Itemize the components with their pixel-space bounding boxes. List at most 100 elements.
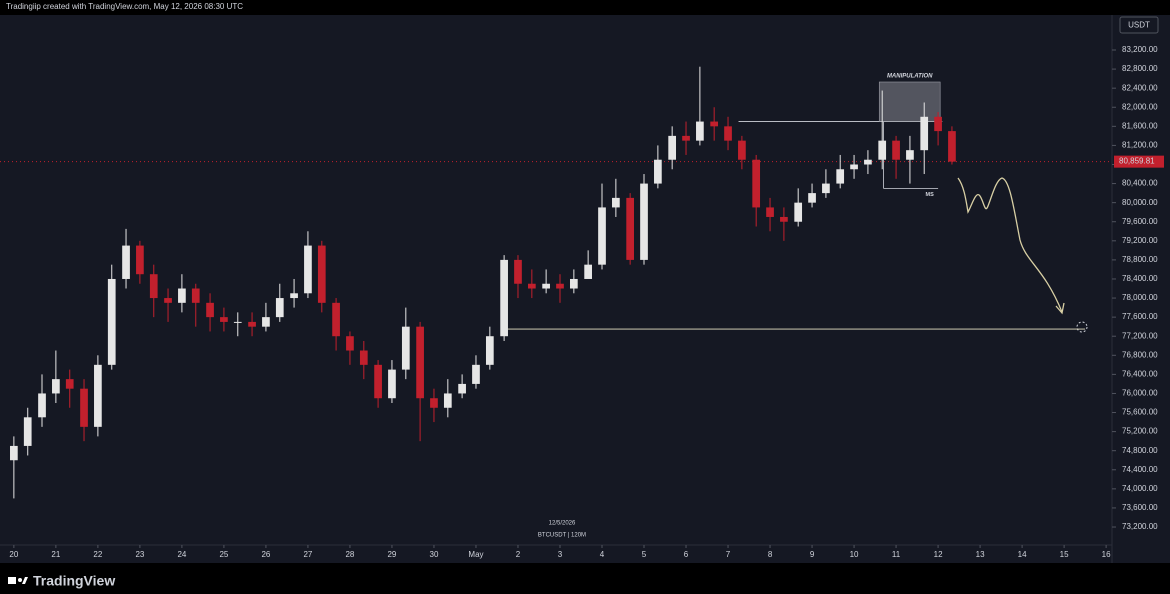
chart-pane	[0, 15, 1170, 563]
y-tick-label: 78,000.00	[1122, 293, 1158, 302]
candle-body	[164, 298, 172, 303]
candle-body	[388, 369, 396, 399]
y-tick-label: 73,600.00	[1122, 503, 1158, 512]
x-tick-label: 23	[135, 550, 144, 559]
plot: MANIPULATION MS	[0, 66, 1112, 499]
candle-body	[290, 293, 298, 299]
y-tick-label: 82,000.00	[1122, 102, 1158, 111]
y-tick-label: 80,000.00	[1122, 198, 1158, 207]
candle-body	[766, 207, 774, 217]
candle-body	[682, 135, 690, 141]
x-tick-label: 27	[303, 550, 312, 559]
candle-body	[612, 197, 620, 208]
watermark-date: 12/5/2026	[549, 521, 576, 527]
y-tick-label: 77,200.00	[1122, 331, 1158, 340]
x-tick-label: 24	[177, 550, 186, 559]
last-price-tag	[1114, 155, 1164, 168]
candle-body	[317, 245, 326, 303]
candle-body	[906, 150, 914, 160]
x-tick-label: 21	[51, 550, 60, 559]
y-tick-label: 76,400.00	[1122, 369, 1158, 378]
candle-body	[80, 388, 88, 427]
candle-body	[65, 379, 74, 389]
candle-body	[359, 350, 368, 365]
candle-body	[640, 183, 648, 260]
x-tick-label: 20	[9, 550, 18, 559]
x-tick-label: 2	[516, 550, 521, 559]
candle-body	[668, 135, 677, 160]
candle-body	[430, 398, 438, 408]
x-tick-label: 25	[219, 550, 228, 559]
currency[interactable]: USDT	[1128, 21, 1150, 30]
candle-body	[122, 245, 130, 279]
y-tick-label: 79,600.00	[1122, 217, 1158, 226]
y-tick-label: 83,200.00	[1122, 45, 1158, 54]
candle-body	[626, 197, 634, 260]
candle-body	[52, 379, 60, 394]
x-tick-label: 13	[976, 550, 985, 559]
x-tick-label: 11	[892, 550, 901, 559]
candle-body	[752, 159, 761, 208]
projection-path	[957, 177, 1063, 313]
candle-body	[458, 383, 466, 394]
y-tick-label: 78,400.00	[1122, 274, 1158, 283]
y-tick-label: 73,200.00	[1122, 522, 1158, 531]
annotation: MS	[926, 192, 935, 198]
candle-body	[443, 393, 452, 408]
candle-body	[920, 116, 929, 151]
candle-body	[10, 445, 18, 461]
candle-body	[808, 193, 816, 203]
candle-body	[794, 202, 803, 222]
candle-body	[206, 302, 214, 318]
x-tick-label: 26	[261, 550, 270, 559]
candle-body	[738, 140, 746, 160]
candle-body	[892, 140, 900, 160]
logo: TradingView	[8, 573, 115, 589]
logo-icon	[18, 578, 22, 582]
candle-body	[710, 121, 719, 127]
watermark-symbol: BTCUSDT | 120M	[538, 533, 586, 539]
candle-body	[948, 131, 956, 162]
candle-body	[878, 140, 887, 160]
projection-arrowhead	[1055, 302, 1065, 315]
candle-body	[262, 317, 270, 327]
header-text: Tradingiip created with TradingView.com,…	[6, 2, 243, 11]
candle-body	[780, 216, 788, 222]
y-tick-label: 74,400.00	[1122, 465, 1158, 474]
annotation: MANIPULATION	[887, 74, 933, 80]
candle-body	[401, 326, 410, 370]
candle-body	[332, 302, 340, 337]
candle-body	[220, 317, 228, 322]
candle-body	[346, 336, 354, 351]
manipulation-box	[878, 81, 941, 122]
candle-body	[233, 321, 242, 323]
y-tick-label: 74,000.00	[1122, 484, 1158, 493]
x-tick-label: 9	[810, 550, 815, 559]
logo-icon	[22, 577, 28, 584]
y-tick-label: 81,200.00	[1122, 141, 1158, 150]
candle-body	[23, 417, 32, 446]
x-tick-label: 29	[387, 550, 396, 559]
x-tick-label: 8	[768, 550, 773, 559]
candle-body	[598, 207, 606, 265]
x-tick-label: 3	[558, 550, 563, 559]
y-tick-label: 76,800.00	[1122, 350, 1158, 359]
candle-body	[485, 336, 494, 365]
candle-body	[934, 116, 942, 132]
logo-text: TradingView	[33, 573, 115, 589]
x-tick-label: 7	[726, 550, 731, 559]
x-tick-label: 6	[684, 550, 689, 559]
candle-body	[836, 169, 845, 184]
y-tick-label: 81,600.00	[1122, 121, 1158, 130]
last-price-label: 80,859.81	[1119, 157, 1155, 166]
candle-body	[864, 159, 872, 165]
candle-body	[654, 159, 662, 184]
logo-icon	[8, 577, 16, 584]
candle-body	[850, 164, 858, 170]
candle-body	[472, 364, 480, 384]
currency-box[interactable]	[1119, 16, 1159, 34]
candle-body	[107, 278, 116, 365]
candle-body	[542, 283, 550, 289]
candle-body	[527, 283, 536, 289]
